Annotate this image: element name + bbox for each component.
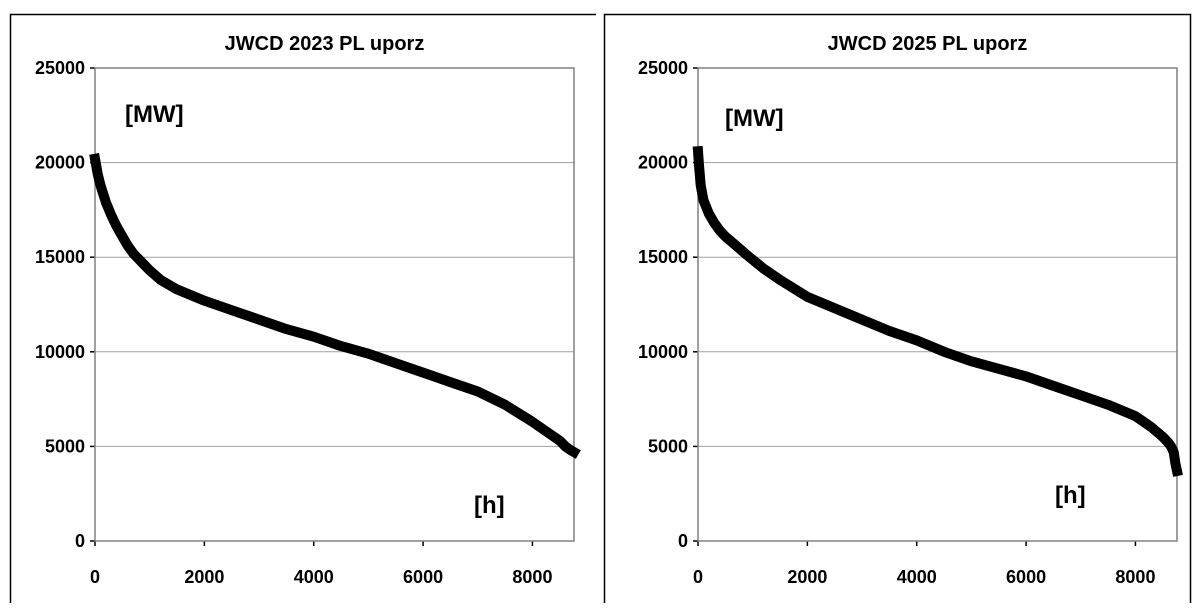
y-tick-label: 10000 [638, 342, 688, 362]
x-tick-label: 6000 [1006, 567, 1046, 587]
y-tick-label: 20000 [638, 153, 688, 173]
x-tick-label: 8000 [512, 567, 552, 587]
chart-panel-2025: JWCD 2025 PL uporz 0 5000 10000 15000 20000 25… [603, 0, 1194, 607]
x-tick-label: 4000 [897, 567, 937, 587]
y-tick-label: 25000 [638, 58, 688, 78]
plot-area [94, 67, 575, 542]
x-tick-label: 0 [90, 567, 100, 587]
y-tick-label: 0 [678, 531, 688, 551]
chart-frame [603, 13, 1192, 607]
y-unit-label: [MW] [125, 101, 184, 128]
x-tick-label: 2000 [787, 567, 827, 587]
x-tick-label: 4000 [294, 567, 334, 587]
series-line-0 [692, 145, 1183, 477]
chart-title: JWCD 2023 PL uporz [225, 33, 425, 55]
y-tick-label: 20000 [35, 153, 85, 173]
x-tick-label: 8000 [1115, 567, 1155, 587]
x-tick-label: 6000 [403, 567, 443, 587]
y-tick-label: 25000 [35, 58, 85, 78]
y-tick-label: 5000 [648, 436, 688, 456]
y-tick-label: 0 [75, 531, 85, 551]
y-tick-label: 10000 [35, 342, 85, 362]
y-tick-label: 5000 [45, 436, 85, 456]
series-line-0 [89, 153, 581, 459]
x-tick-label: 0 [693, 567, 703, 587]
plot-area [697, 67, 1178, 542]
x-unit-label: [h] [1055, 482, 1086, 509]
y-unit-label: [MW] [725, 105, 784, 132]
chart-frame [9, 13, 603, 607]
x-unit-label: [h] [474, 492, 505, 519]
y-tick-label: 15000 [35, 247, 85, 267]
x-tick-label: 2000 [184, 567, 224, 587]
y-tick-label: 15000 [638, 247, 688, 267]
chart-title: JWCD 2025 PL uporz [828, 33, 1028, 55]
chart-svg-2023: JWCD 2023 PL uporz0500010000150002000025… [9, 13, 603, 607]
chart-svg-2025: JWCD 2025 PL uporz0500010000150002000025… [603, 13, 1192, 607]
chart-panel-2023: JWCD 2023 PL uporz 0 5000 10000 15000 20000 25… [0, 0, 603, 607]
